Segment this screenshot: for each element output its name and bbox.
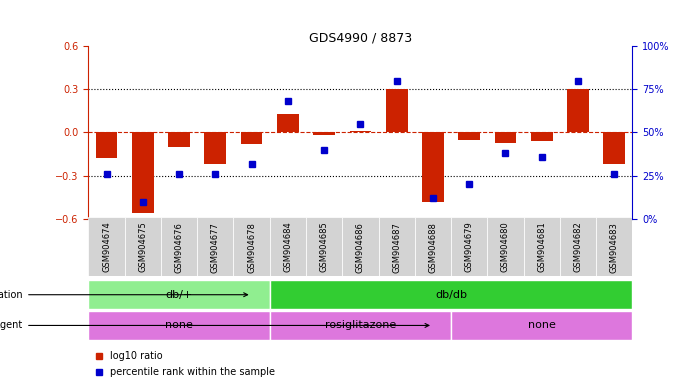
Bar — [603, 132, 625, 164]
Bar — [88, 217, 124, 276]
Text: genotype/variation: genotype/variation — [0, 290, 248, 300]
Text: percentile rank within the sample: percentile rank within the sample — [110, 366, 275, 377]
Text: GSM904687: GSM904687 — [392, 222, 401, 273]
Text: GSM904680: GSM904680 — [501, 222, 510, 273]
Bar — [458, 132, 480, 140]
Title: GDS4990 / 8873: GDS4990 / 8873 — [309, 32, 412, 45]
Text: db/+: db/+ — [165, 290, 192, 300]
Text: GSM904688: GSM904688 — [428, 222, 437, 273]
Text: GSM904684: GSM904684 — [284, 222, 292, 273]
Bar — [124, 217, 161, 276]
Bar — [168, 132, 190, 147]
Bar — [161, 217, 197, 276]
Bar — [96, 132, 118, 159]
Bar — [386, 89, 407, 132]
Bar — [313, 132, 335, 136]
Bar — [494, 132, 516, 142]
Text: GSM904678: GSM904678 — [247, 222, 256, 273]
Bar — [270, 217, 306, 276]
Bar — [270, 311, 451, 340]
Text: GSM904681: GSM904681 — [537, 222, 546, 273]
Text: GSM904676: GSM904676 — [175, 222, 184, 273]
Text: GSM904679: GSM904679 — [464, 222, 474, 273]
Text: agent: agent — [0, 320, 429, 331]
Text: none: none — [528, 320, 556, 331]
Bar — [88, 280, 270, 309]
Bar — [451, 217, 488, 276]
Bar — [415, 217, 451, 276]
Bar — [277, 114, 299, 132]
Text: log10 ratio: log10 ratio — [110, 351, 163, 361]
Bar — [132, 132, 154, 213]
Bar — [270, 280, 632, 309]
Bar — [241, 132, 262, 144]
Bar — [596, 217, 632, 276]
Bar — [350, 131, 371, 132]
Text: GSM904674: GSM904674 — [102, 222, 111, 273]
Bar — [197, 217, 233, 276]
Text: GSM904682: GSM904682 — [573, 222, 583, 273]
Text: rosiglitazone: rosiglitazone — [325, 320, 396, 331]
Bar — [531, 132, 553, 141]
Text: GSM904683: GSM904683 — [610, 222, 619, 273]
Bar — [524, 217, 560, 276]
Text: GSM904677: GSM904677 — [211, 222, 220, 273]
Bar — [88, 311, 270, 340]
Bar — [205, 132, 226, 164]
Text: GSM904675: GSM904675 — [138, 222, 148, 273]
Bar — [488, 217, 524, 276]
Bar — [379, 217, 415, 276]
Text: none: none — [165, 320, 193, 331]
Text: GSM904686: GSM904686 — [356, 222, 365, 273]
Bar — [567, 89, 589, 132]
Bar — [451, 311, 632, 340]
Bar — [233, 217, 270, 276]
Text: GSM904685: GSM904685 — [320, 222, 328, 273]
Bar — [560, 217, 596, 276]
Text: db/db: db/db — [435, 290, 467, 300]
Bar — [306, 217, 342, 276]
Bar — [342, 217, 379, 276]
Bar — [422, 132, 444, 202]
